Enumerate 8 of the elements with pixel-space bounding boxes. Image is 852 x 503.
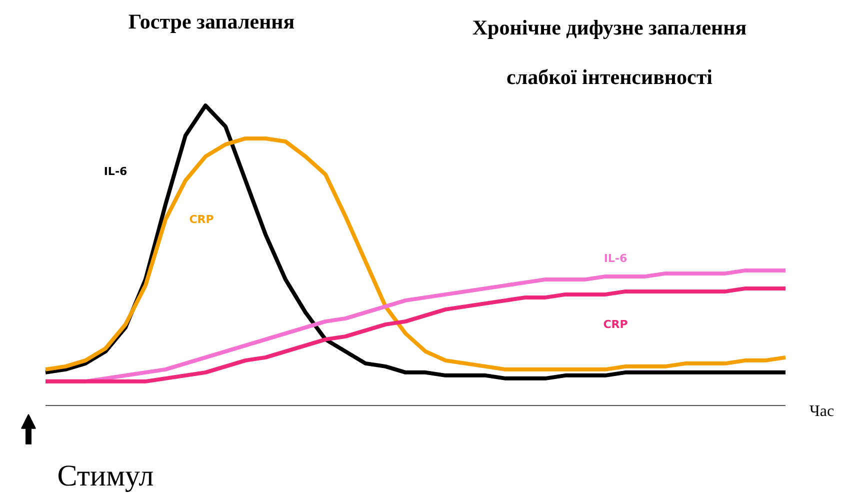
text: Гостре запалення xyxy=(128,10,295,34)
series-label: CRP xyxy=(189,212,214,226)
text: CRP xyxy=(603,318,628,331)
x-axis-title: Час xyxy=(810,402,834,420)
text: Стимул xyxy=(57,459,154,492)
series-label: IL-6 xyxy=(604,252,628,265)
text: Хронічне дифузне запалення слабкої інтенсивності xyxy=(472,15,747,89)
text: IL-6 xyxy=(104,164,128,178)
